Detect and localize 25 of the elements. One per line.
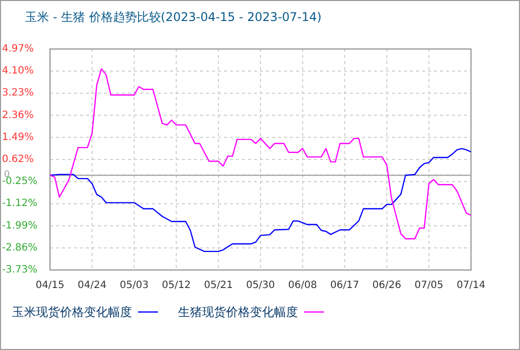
y-tick-label: 4.10% [2, 66, 34, 77]
title: 玉米 - 生猪 价格趋势比较(2023-04-15 - 2023-07-14) [25, 10, 322, 24]
x-tick-label: 05/12 [162, 280, 191, 291]
legend-label: 生猪现货价格变化幅度 [178, 305, 298, 319]
y-tick-label: 0.62% [2, 154, 34, 165]
y-tick-label: -3.73% [2, 264, 38, 276]
y-tick-label: 3.23% [2, 88, 34, 99]
x-tick-label: 05/03 [120, 280, 149, 291]
y-tick-label: -1.12% [2, 198, 38, 210]
x-tick-label: 06/17 [330, 280, 360, 291]
x-tick-label: 04/24 [78, 280, 107, 291]
legend-label: 玉米现货价格变化幅度 [12, 305, 132, 319]
y-tick-label: 2.36% [2, 110, 34, 121]
y-tick-label: -1.99% [2, 220, 38, 232]
y-tick-label: 1.49% [2, 132, 34, 143]
x-tick-label: 06/26 [372, 280, 402, 291]
x-tick-label: 04/15 [36, 280, 64, 291]
y-tick-label: -0.25% [2, 176, 38, 188]
x-tick-label: 06/08 [288, 280, 318, 291]
y-tick-label: 4.97% [2, 44, 34, 54]
y-tick-label: -2.86% [2, 242, 38, 254]
x-tick-label: 07/14 [456, 280, 486, 291]
x-tick-label: 07/05 [414, 280, 444, 291]
x-tick-label: 05/30 [246, 280, 275, 291]
x-tick-label: 05/21 [204, 280, 233, 291]
